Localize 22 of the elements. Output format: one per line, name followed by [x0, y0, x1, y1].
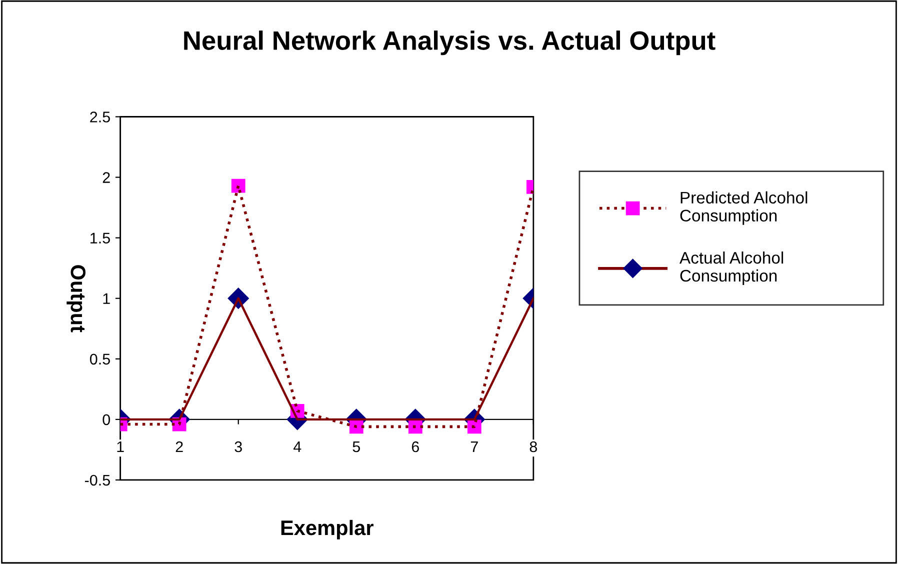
point: [231, 178, 246, 193]
x-tick-label: 3: [234, 441, 242, 452]
legend-label: Actual Alcohol Consumption: [679, 251, 784, 285]
x-tick-label: 4: [293, 442, 302, 452]
point: [467, 420, 482, 434]
x-tick-label: 5: [352, 442, 360, 452]
y-tick-label: 0: [102, 414, 110, 426]
x-axis-title: Exemplar: [281, 520, 374, 540]
y-tick-label: 2.5: [90, 112, 110, 122]
legend-label: Predicted Alcohol Consumption: [680, 191, 808, 225]
y-tick-label: 2: [102, 172, 110, 183]
x-tick-label: 1: [117, 442, 124, 452]
x-tick-label: 2: [176, 441, 183, 452]
x-tick-label: 6: [412, 441, 419, 452]
x-tick-label: 8: [530, 441, 537, 452]
y-tick-label: 0.5: [90, 354, 110, 365]
chart-title: Neural Network Analysis vs. Actual Output: [184, 30, 716, 56]
y-axis-title: Output: [66, 265, 86, 332]
y-tick-label: 1.5: [90, 232, 110, 244]
y-tick-label: 1: [103, 293, 110, 304]
y-tick-label: -0.5: [84, 474, 110, 486]
x-tick-label: 7: [470, 442, 478, 452]
